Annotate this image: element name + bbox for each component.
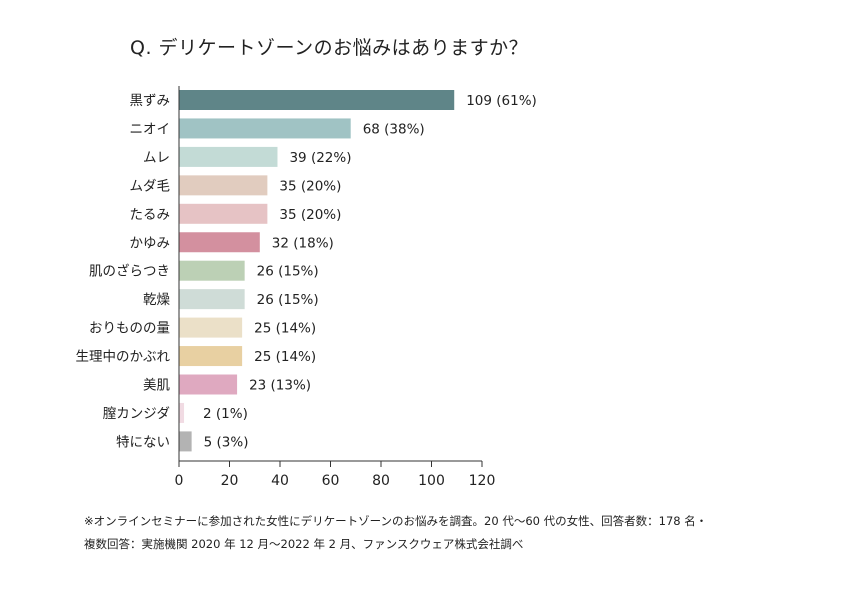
bar bbox=[179, 118, 351, 139]
chart-title: Q. デリケートゾーンのお悩みはありますか？ bbox=[130, 37, 529, 59]
x-tick-label: 80 bbox=[372, 473, 390, 489]
bar bbox=[179, 346, 243, 367]
category-label: たるみ bbox=[130, 207, 171, 223]
category-label: 肌のざらつき bbox=[89, 263, 170, 280]
x-tick-label: 120 bbox=[469, 473, 496, 489]
data-label: 2 (1%) bbox=[203, 406, 248, 422]
data-label: 35 (20%) bbox=[279, 207, 341, 223]
data-label: 5 (3%) bbox=[204, 434, 249, 450]
category-label: 黒ずみ bbox=[130, 93, 171, 109]
category-label: 生理中のかぶれ bbox=[76, 349, 171, 365]
bar bbox=[179, 146, 278, 167]
bar bbox=[179, 260, 245, 281]
data-label: 23 (13%) bbox=[249, 378, 311, 394]
bars-layer: 黒ずみ 109 (61%) ニオイ 68 (38%) ムレ 39 (22%) ムダ毛 35 (… bbox=[76, 90, 537, 452]
category-label: ニオイ bbox=[130, 121, 171, 137]
bar bbox=[179, 289, 245, 310]
x-axis: 0 20 40 60 80 100 120 bbox=[175, 86, 496, 489]
category-label: ムダ毛 bbox=[130, 178, 171, 194]
bar bbox=[179, 175, 268, 196]
bar bbox=[179, 203, 268, 224]
footnote-line-2: 複数回答：実施機関 2020 年 12 月〜2022 年 2 月、ファンスクウェ… bbox=[84, 537, 524, 551]
category-label: ムレ bbox=[143, 150, 170, 166]
data-label: 32 (18%) bbox=[272, 235, 334, 251]
data-label: 26 (15%) bbox=[257, 264, 319, 280]
data-label: 25 (14%) bbox=[254, 349, 316, 365]
category-label: おりものの量 bbox=[89, 321, 170, 337]
bar bbox=[179, 431, 192, 452]
bar bbox=[179, 90, 455, 110]
data-label: 26 (15%) bbox=[257, 292, 319, 308]
bar bbox=[179, 232, 260, 253]
data-label: 35 (20%) bbox=[279, 178, 341, 194]
category-label: 美肌 bbox=[143, 378, 170, 394]
category-label: かゆみ bbox=[130, 235, 171, 251]
x-tick-label: 40 bbox=[271, 473, 289, 489]
bar bbox=[179, 374, 238, 395]
bar bbox=[179, 402, 185, 423]
footnote-line-1: ※オンラインセミナーに参加された女性にデリケートゾーンのお悩みを調査。20 代〜… bbox=[84, 514, 708, 528]
data-label: 68 (38%) bbox=[363, 121, 425, 137]
category-label: 特にない bbox=[116, 434, 170, 450]
category-label: 乾燥 bbox=[143, 292, 170, 308]
x-tick-label: 20 bbox=[221, 473, 239, 489]
data-label: 25 (14%) bbox=[254, 321, 316, 337]
data-label: 109 (61%) bbox=[466, 93, 537, 109]
bar bbox=[179, 317, 243, 338]
x-tick-label: 100 bbox=[418, 473, 445, 489]
x-tick-label: 0 bbox=[175, 473, 184, 489]
data-label: 39 (22%) bbox=[289, 150, 351, 166]
x-tick-label: 60 bbox=[322, 473, 340, 489]
category-label: 膣カンジダ bbox=[103, 405, 170, 422]
